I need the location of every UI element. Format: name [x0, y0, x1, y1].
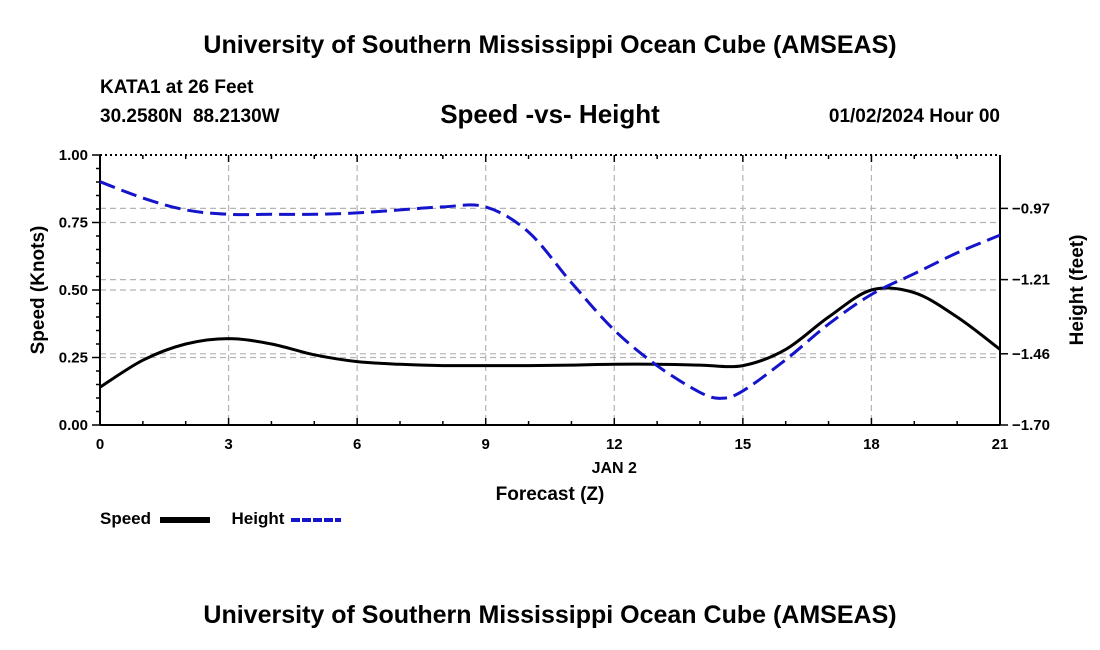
labels-layer: 0 3 6 9 12 15 18 21 0.00 0.25 0.50 0.75 1.00 −1.70 −1.…: [28, 147, 1088, 505]
x-tick-label: 3: [224, 436, 232, 453]
x-tick-label: 12: [606, 436, 623, 453]
legend: Speed Height: [100, 509, 344, 529]
station-label: KATA1 at 26 Feet: [100, 77, 254, 98]
header-title: University of Southern Mississippi Ocean…: [203, 31, 897, 59]
x-tick-label: 15: [735, 436, 752, 453]
legend-height-label: Height: [231, 509, 285, 528]
y-left-tick-label: 0.50: [59, 282, 88, 299]
y-right-tick-label: −0.97: [1012, 200, 1050, 217]
y-right-tick-label: −1.70: [1012, 417, 1050, 434]
y-left-tick-label: 1.00: [59, 147, 88, 164]
y-right-tick-label: −1.46: [1012, 346, 1050, 363]
station-coordinates: 30.2580N 88.2130W: [100, 106, 280, 127]
y-left-axis-label: Speed (Knots): [28, 226, 49, 355]
x-tick-label: 21: [992, 436, 1009, 453]
legend-speed-swatch: [159, 516, 210, 523]
chart-title: Speed -vs- Height: [440, 99, 660, 129]
axes-layer: [92, 154, 1008, 426]
x-tick-label: 9: [482, 436, 490, 453]
x-axis-date-label: JAN 2: [592, 460, 637, 477]
series-line-speed: [99, 286, 1001, 389]
x-tick-label: 6: [353, 436, 361, 453]
x-axis-label: Forecast (Z): [496, 484, 605, 505]
legend-height-swatch: [291, 517, 342, 522]
y-right-axis-label: Height (feet): [1067, 235, 1088, 346]
legend-speed-label: Speed: [100, 509, 152, 528]
y-left-tick-label: 0.00: [59, 417, 88, 434]
y-left-tick-label: 0.75: [59, 215, 88, 232]
y-right-tick-label: −1.21: [1012, 272, 1050, 289]
footer-title: University of Southern Mississippi Ocean…: [203, 601, 897, 629]
series-line-height: [99, 180, 1001, 400]
x-tick-label: 0: [96, 436, 104, 453]
forecast-datetime: 01/02/2024 Hour 00: [828, 106, 1000, 127]
y-left-tick-label: 0.25: [59, 350, 88, 367]
x-tick-label: 18: [863, 436, 880, 453]
grid-layer: [100, 155, 1000, 425]
series-layer: [99, 180, 1001, 400]
